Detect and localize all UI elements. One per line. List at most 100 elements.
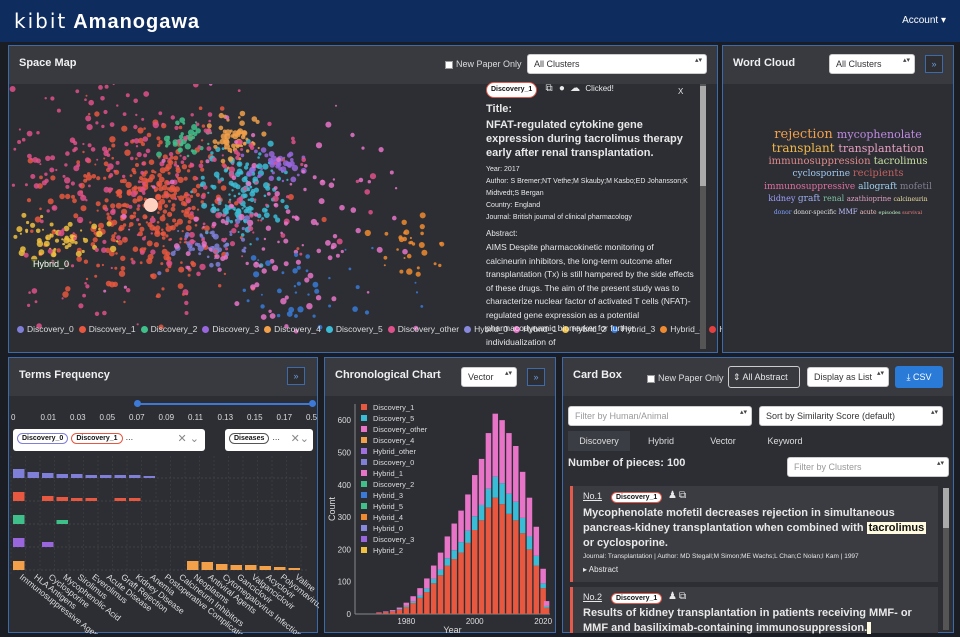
word-cloud-word[interactable]: mycophenolate (836, 128, 922, 141)
legend-item[interactable]: Discovery_4 (264, 324, 321, 334)
chrono-bar-discovery-other (437, 552, 444, 570)
card-number[interactable]: No.1 (583, 491, 603, 501)
tab-discovery[interactable]: Discovery (568, 431, 630, 451)
new-paper-checkbox[interactable] (445, 60, 453, 69)
word-cloud-word[interactable]: rejection (774, 127, 837, 142)
word-cloud-word[interactable]: allograft (858, 181, 900, 192)
word-cloud-word[interactable]: episodes (878, 209, 903, 216)
legend-item[interactable]: Discovery_0 (17, 324, 74, 334)
filter-tag-discovery-0[interactable]: Discovery_0 (17, 433, 69, 444)
sort-select[interactable]: Sort by Similarity Score (default) (759, 406, 943, 426)
legend-item[interactable]: Discovery_5 (325, 324, 383, 334)
cardbox-new-paper-checkbox[interactable] (647, 374, 655, 383)
term-bar (42, 473, 54, 478)
word-cloud-word[interactable]: immunosuppression (768, 155, 874, 167)
map-point (292, 268, 298, 274)
cardbox-scrollbar[interactable] (943, 488, 949, 630)
filter-tag-discovery-1[interactable]: Discovery_1 (71, 433, 123, 444)
clear-diseases-icon[interactable]: ✕⌄ (290, 433, 309, 445)
word-cloud-expand-button[interactable]: » (925, 55, 943, 73)
paper-card[interactable]: No.2 Discovery_1 ♟ ⧉ Results of kidney t… (570, 587, 938, 636)
card-abstract-toggle[interactable]: ▸ Abstract (583, 565, 619, 574)
circle-icon[interactable]: ● (558, 83, 565, 94)
slider-handle-max[interactable] (309, 400, 316, 407)
word-cloud-word[interactable]: mofetil (899, 181, 932, 192)
app-logo[interactable]: kibit Amanogawa (14, 9, 200, 34)
term-bar (85, 498, 97, 501)
word-cloud-word[interactable]: tacrolimus (873, 155, 928, 167)
open-external-icon[interactable]: ⧉ (545, 83, 553, 94)
person-icon[interactable]: ♟ (668, 591, 677, 602)
terms-expand-button[interactable]: » (287, 367, 305, 385)
word-cloud-word[interactable]: renal (823, 194, 847, 204)
chrono-mode-select[interactable]: Vector (461, 367, 517, 387)
map-point (181, 164, 188, 170)
all-abstract-button[interactable]: ⇕ All Abstract (728, 366, 800, 388)
cluster-filter-select[interactable]: Discovery_0 Discovery_1 ... ✕ ⌄ (13, 429, 205, 451)
word-cloud-word[interactable]: survival (902, 209, 923, 216)
csv-download-button[interactable]: ⤓ CSV (895, 366, 943, 388)
diseases-filter-select[interactable]: Diseases ... ✕⌄ (225, 429, 313, 451)
legend-item[interactable]: Hybrid_4 (660, 324, 704, 334)
chronological-bar-chart[interactable]: 0 100 200 300 400 500 600 1980 2000 2020 Count Year… (325, 396, 557, 634)
legend-item[interactable]: Hybrid_2 (562, 324, 606, 334)
card-number[interactable]: No.2 (583, 592, 603, 602)
legend-item[interactable]: Hybrid_0 (464, 324, 508, 334)
tab-vector[interactable]: Vector (710, 436, 736, 446)
legend-item[interactable]: Discovery_other (387, 324, 459, 334)
word-cloud-word[interactable]: graft (797, 194, 824, 205)
word-cloud-word[interactable]: recipients (852, 168, 904, 180)
person-icon[interactable]: ♟ (668, 490, 677, 501)
word-cloud-word[interactable]: cyclosporine (792, 169, 853, 180)
word-cloud-word[interactable]: donor (773, 208, 794, 216)
space-map-scatter[interactable] (9, 84, 487, 354)
space-map-cluster-select[interactable]: All Clusters (527, 54, 707, 74)
new-paper-only-toggle[interactable]: New Paper Only (445, 59, 522, 69)
card-cluster-tag[interactable]: Discovery_1 (611, 492, 663, 503)
diseases-tag[interactable]: Diseases (229, 433, 270, 444)
legend-item[interactable]: Discovery_3 (202, 324, 259, 334)
word-cloud-word[interactable]: azathioprine (846, 195, 894, 204)
card-title[interactable]: Results of kidney transplantation in pat… (583, 606, 935, 636)
word-cloud-word[interactable]: acute (859, 208, 879, 216)
clear-filter-icon[interactable]: ✕ ⌄ (177, 433, 200, 445)
word-cloud-word[interactable]: immunosuppressive (764, 181, 859, 192)
slider-handle-min[interactable] (134, 400, 141, 407)
open-external-icon[interactable]: ⧉ (679, 490, 687, 501)
paper-card[interactable]: No.1 Discovery_1 ♟ ⧉ Mycophenolate mofet… (570, 486, 938, 582)
chrono-bar-discovery-other (485, 433, 492, 489)
legend-item[interactable]: Discovery_2 (140, 324, 197, 334)
word-cloud-word[interactable]: kidney (768, 194, 798, 204)
display-mode-select[interactable]: Display as List (807, 367, 889, 387)
map-point (157, 183, 161, 187)
detail-scrollbar[interactable] (700, 84, 706, 349)
filter-clusters-select[interactable]: Filter by Clusters (787, 457, 949, 477)
word-cloud-word[interactable]: donor-specific (793, 208, 839, 216)
open-external-icon[interactable]: ⧉ (679, 591, 687, 602)
word-cloud-cluster-select[interactable]: All Clusters (829, 54, 915, 74)
map-point (228, 198, 232, 201)
card-cluster-tag[interactable]: Discovery_1 (611, 593, 663, 604)
map-point (117, 239, 123, 246)
cloud-icon[interactable]: ☁ (570, 83, 581, 94)
filter-human-animal-select[interactable]: Filter by Human/Animal (568, 406, 752, 426)
word-cloud-word[interactable]: transplant (771, 140, 839, 155)
map-point (255, 261, 258, 265)
word-cloud-word[interactable]: calcineurin (893, 196, 928, 204)
chrono-expand-button[interactable]: » (527, 368, 545, 386)
map-point (264, 153, 269, 158)
legend-item[interactable]: Discovery_1 (78, 324, 136, 334)
account-menu[interactable]: Account ▾ (902, 15, 946, 26)
legend-item[interactable]: Hybrid_1 (513, 324, 557, 334)
detail-cluster-tag[interactable]: Discovery_1 (486, 82, 538, 98)
tab-hybrid[interactable]: Hybrid (647, 436, 674, 446)
cardbox-new-paper-toggle[interactable]: New Paper Only (647, 373, 724, 383)
close-icon[interactable]: X (678, 87, 684, 96)
threshold-slider[interactable] (137, 403, 315, 405)
tab-keyword[interactable]: Keyword (767, 436, 803, 446)
chrono-legend-label: Hybrid_0 (373, 524, 403, 533)
card-title[interactable]: Mycophenolate mofetil decreases rejectio… (583, 506, 935, 551)
legend-item[interactable]: Hybrid_3 (611, 324, 655, 334)
word-cloud-word[interactable]: MMF (838, 207, 860, 216)
word-cloud-word[interactable]: transplantation (838, 141, 925, 155)
